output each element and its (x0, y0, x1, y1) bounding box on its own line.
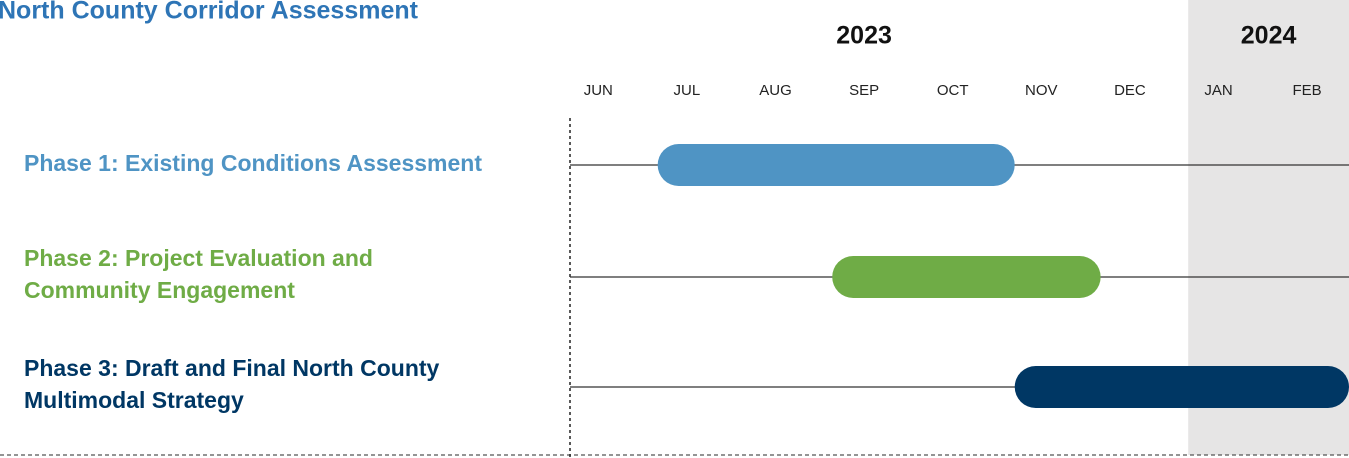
task-label: Phase 3: Draft and Final North County (24, 355, 440, 381)
title: North County Corridor Assessment (0, 0, 419, 25)
task-bar (657, 144, 1015, 186)
task-label: Community Engagement (24, 277, 295, 303)
year-label: 2023 (836, 22, 892, 50)
task-label: Multimodal Strategy (24, 387, 244, 413)
month-label: FEB (1293, 82, 1322, 99)
month-label: SEP (849, 82, 879, 99)
task-label: Phase 1: Existing Conditions Assessment (24, 150, 482, 176)
task-bar (832, 256, 1101, 298)
year-label: 2024 (1241, 22, 1297, 50)
month-label: JUL (674, 82, 701, 99)
task-label: Phase 2: Project Evaluation and (24, 245, 373, 271)
month-label: AUG (759, 82, 792, 99)
month-label: OCT (937, 82, 969, 99)
month-label: NOV (1025, 82, 1058, 99)
month-label: JAN (1204, 82, 1232, 99)
month-label: JUN (584, 82, 613, 99)
task-bar (1014, 366, 1349, 408)
month-label: DEC (1114, 82, 1146, 99)
